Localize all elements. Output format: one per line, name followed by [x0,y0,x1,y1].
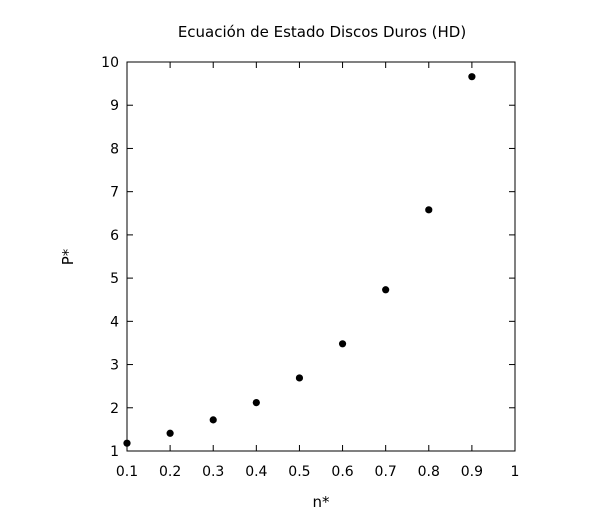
x-tick-label: 0.3 [202,464,224,480]
data-point [209,416,217,424]
x-tick-labels: 0.1 0.2 0.3 0.4 0.5 0.6 0.7 0.8 0.9 1 [116,464,520,480]
x-tick-label: 1 [511,464,520,480]
x-tick-label: 0.2 [159,464,181,480]
data-point [382,286,390,294]
x-axis-title: n* [312,493,330,511]
x-tick-label: 0.5 [288,464,310,480]
plot-frame [126,61,516,452]
y-tick-label: 1 [110,444,119,460]
chart-title: Ecuación de Estado Discos Duros (HD) [178,23,466,41]
x-tick-label: 0.7 [375,464,397,480]
data-points [123,73,476,447]
x-tick-label: 0.9 [461,464,483,480]
y-tick-label: 6 [110,228,119,244]
data-point [468,73,476,81]
y-tick-label: 2 [110,401,119,417]
y-tick-label: 4 [110,314,119,330]
y-tick-label: 10 [101,55,119,71]
y-tick-label: 3 [110,358,119,374]
data-point [166,429,174,437]
y-tick-label: 5 [110,271,119,287]
axis-ticks [126,61,516,452]
y-tick-labels: 1 2 3 4 5 6 7 8 9 10 [101,55,119,460]
y-axis-title: P* [59,248,77,265]
y-tick-label: 9 [110,98,119,114]
y-tick-label: 7 [110,185,119,201]
y-tick-label: 8 [110,141,119,157]
data-point [425,206,433,214]
data-point [252,398,260,407]
x-tick-label: 0.4 [245,464,267,480]
data-point [123,439,131,447]
x-tick-label: 0.1 [116,464,138,480]
data-point [295,374,304,382]
x-tick-label: 0.6 [331,464,353,480]
data-point [338,340,347,348]
x-tick-label: 0.8 [418,464,440,480]
